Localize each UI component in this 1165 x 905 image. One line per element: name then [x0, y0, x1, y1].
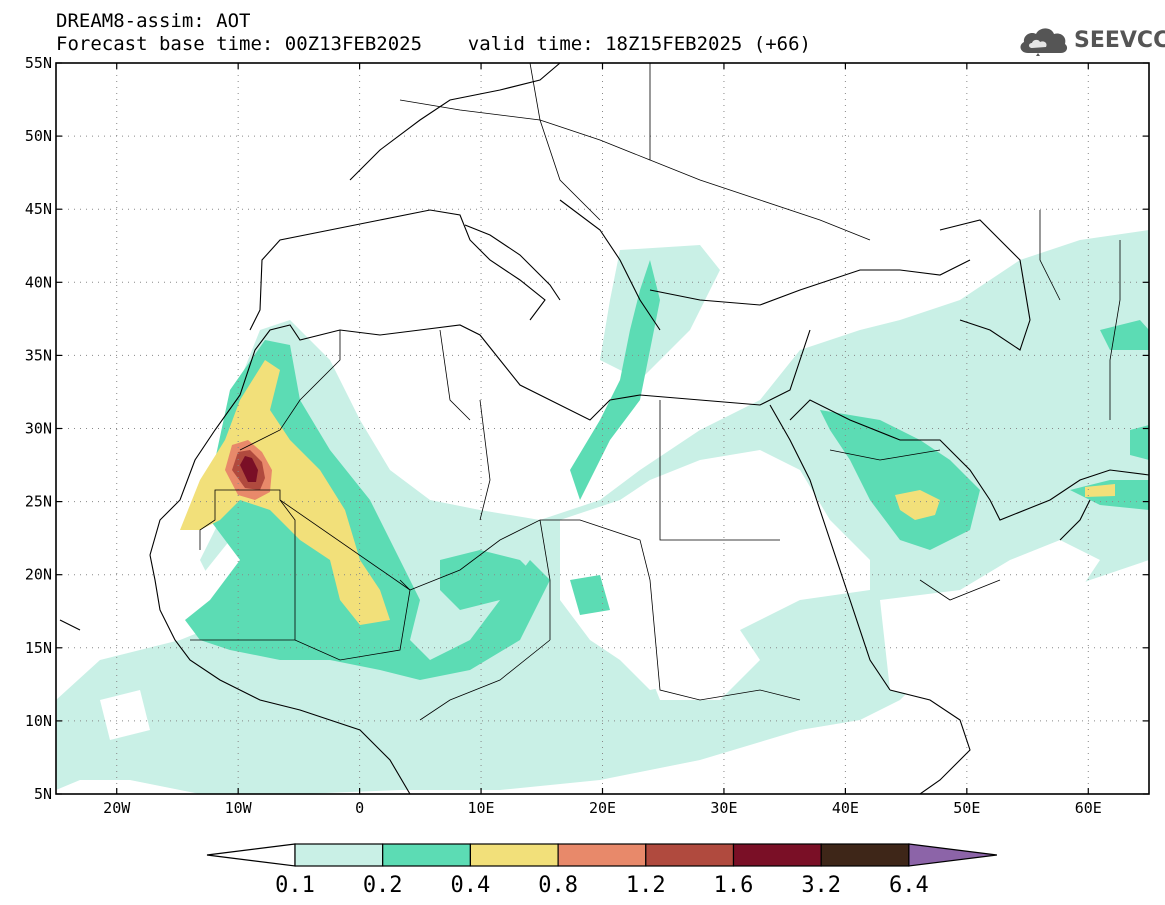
- aot-field: [56, 63, 1149, 794]
- lon-tick-label: 0: [355, 799, 364, 817]
- colorbar-label: 0.1: [275, 873, 315, 898]
- lon-tick-label: 10E: [468, 799, 495, 817]
- aot-band-0.4: [180, 360, 1115, 625]
- colorbar-label: 1.2: [626, 873, 666, 898]
- colorbar-segment: [820, 843, 910, 867]
- coastlines: [59, 63, 1149, 794]
- colorbar-segment: [645, 843, 735, 867]
- colorbar-label: 6.4: [889, 873, 929, 898]
- lon-tick-label: 10W: [225, 799, 253, 817]
- cloud-icon: [1020, 28, 1068, 56]
- colorbar: 0.1 0.2 0.4 0.8 1.2 1.6 3.2 6.4: [206, 843, 997, 898]
- lat-tick-label: 35N: [25, 346, 52, 364]
- colorbar-label: 0.4: [451, 873, 491, 898]
- lat-tick-label: 50N: [25, 127, 52, 145]
- colorbar-label: 0.2: [363, 873, 403, 898]
- colorbar-segment: [382, 843, 472, 867]
- lat-tick-label: 40N: [25, 273, 52, 291]
- colorbar-under-arrow: [206, 843, 296, 867]
- colorbar-segment: [732, 843, 822, 867]
- lat-tick-label: 45N: [25, 200, 52, 218]
- lon-tick-label: 20E: [589, 799, 616, 817]
- colorbar-label: 3.2: [801, 873, 841, 898]
- colorbar-label: 0.8: [538, 873, 578, 898]
- lon-tick-label: 50E: [953, 799, 980, 817]
- graticule: [56, 63, 1149, 794]
- lat-tick-label: 20N: [25, 566, 52, 584]
- lat-tick-label: 55N: [25, 54, 52, 72]
- colorbar-over-arrow: [908, 843, 997, 867]
- seevccc-logo: SEEVCCC: [1016, 22, 1165, 58]
- colorbar-segment: [294, 843, 384, 867]
- aot-band-1.6: [240, 456, 258, 482]
- colorbar-label: 1.6: [714, 873, 754, 898]
- lon-tick-label: 30E: [710, 799, 737, 817]
- colorbar-segment: [469, 843, 559, 867]
- lat-tick-label: 30N: [25, 420, 52, 438]
- borders: [190, 63, 1121, 721]
- lat-tick-label: 5N: [34, 785, 52, 803]
- lon-tick-label: 60E: [1075, 799, 1102, 817]
- aot-clear-areas: [100, 420, 1100, 740]
- logo-text: SEEVCCC: [1074, 27, 1165, 53]
- map-axes: 20W 10W 0 10E 20E 30E 40E 50E 60E 55N 50N 45N 40N 35N…: [25, 54, 1149, 817]
- lon-tick-label: 40E: [832, 799, 859, 817]
- lat-tick-label: 25N: [25, 493, 52, 511]
- lon-tick-label: 20W: [103, 799, 131, 817]
- lat-tick-label: 10N: [25, 712, 52, 730]
- colorbar-segment: [557, 843, 647, 867]
- lat-tick-label: 15N: [25, 639, 52, 657]
- forecast-time-line: Forecast base time: 00Z13FEB2025 valid t…: [56, 33, 811, 55]
- map-title: DREAM8-assim: AOT: [56, 10, 251, 32]
